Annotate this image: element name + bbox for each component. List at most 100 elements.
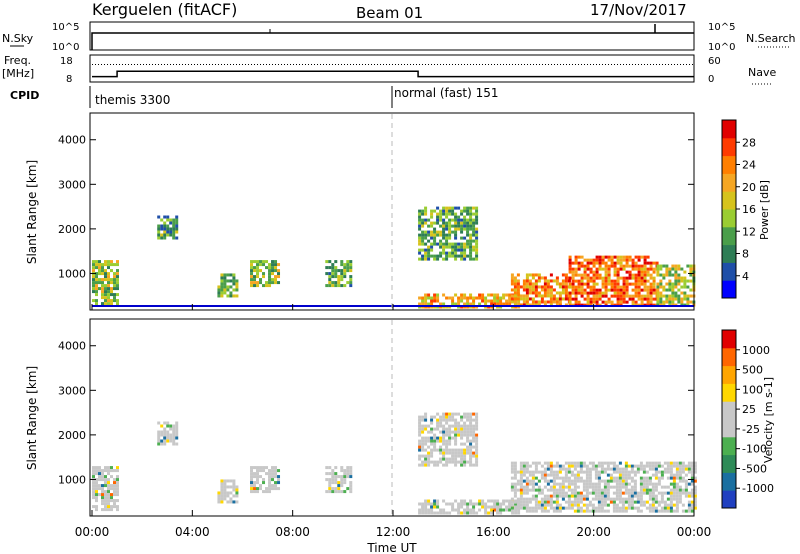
data-cell [442,499,446,503]
data-cell [163,427,167,431]
data-cell [624,500,628,504]
data-cell [576,464,580,468]
data-cell [666,503,670,507]
data-cell [652,276,656,280]
data-cell [466,502,470,506]
data-cell [592,261,596,265]
data-cell [510,276,514,280]
data-cell [433,502,437,506]
data-cell [466,242,470,246]
data-cell [657,461,661,465]
data-cell [92,263,95,267]
data-cell [654,464,658,468]
data-cell [525,461,529,465]
data-cell [651,461,655,465]
data-cell [104,284,107,288]
data-cell [525,297,529,301]
data-cell [325,466,329,470]
data-cell [469,236,473,240]
nsearch-label: N.Search [746,32,796,45]
data-cell [534,303,538,307]
data-cell [277,478,281,482]
data-cell [669,509,673,513]
data-cell [603,470,607,474]
data-cell [163,224,167,228]
data-cell [448,245,452,249]
data-cell [469,242,473,246]
data-cell [95,260,98,264]
data-cell [549,473,553,477]
data-cell [439,451,443,455]
data-cell [466,245,470,249]
data-cell [442,448,446,452]
data-cell [331,281,335,285]
data-cell [421,418,425,422]
data-cell [433,427,437,431]
data-cell [634,255,638,259]
data-cell [472,206,476,210]
data-cell [95,490,98,494]
data-cell [256,487,260,491]
data-cell [654,461,658,465]
data-cell [622,255,626,259]
data-cell [597,470,601,474]
data-cell [534,285,538,289]
data-cell [580,255,584,259]
cpid-mode-2: normal (fast) 151 [394,86,498,100]
data-cell [631,261,635,265]
data-cell [424,221,428,225]
data-cell [433,445,437,449]
data-cell [454,245,458,249]
data-cell [671,285,675,289]
data-cell [640,297,644,301]
data-cell [585,473,589,477]
data-cell [418,445,422,449]
data-cell [475,511,479,515]
data-cell [543,473,547,477]
data-cell [522,285,526,289]
data-cell [601,282,605,286]
data-cell [427,460,431,464]
data-cell [616,258,620,262]
data-cell [690,500,694,504]
data-cell [537,276,541,280]
data-cell [427,439,431,443]
data-cell [430,454,434,458]
data-cell [571,291,575,295]
data-cell [475,448,479,452]
data-cell [514,505,518,509]
data-cell [448,436,452,440]
data-cell [522,500,526,504]
data-cell [591,467,595,471]
data-cell [589,300,593,304]
data-cell [472,227,476,231]
data-cell [113,478,116,482]
data-cell [690,506,694,510]
data-cell [680,285,684,289]
data-cell [325,266,329,270]
data-cell [436,293,440,297]
data-cell [346,266,350,270]
data-cell [625,255,629,259]
data-cell [340,490,344,494]
data-cell [331,478,335,482]
data-cell [674,267,678,271]
data-cell [674,291,678,295]
data-cell [630,470,634,474]
data-cell [163,227,167,231]
data-cell [517,299,521,303]
data-cell [546,300,550,304]
data-cell [637,282,641,286]
data-cell [217,494,221,498]
data-cell [531,506,535,510]
data-cell [604,276,608,280]
data-cell [663,500,667,504]
data-cell [690,509,694,513]
data-cell [576,500,580,504]
data-cell [331,266,335,270]
data-cell [531,291,535,295]
colorbar-segment [722,365,736,384]
data-cell [583,273,587,277]
data-cell [92,281,95,285]
data-cell [104,275,107,279]
